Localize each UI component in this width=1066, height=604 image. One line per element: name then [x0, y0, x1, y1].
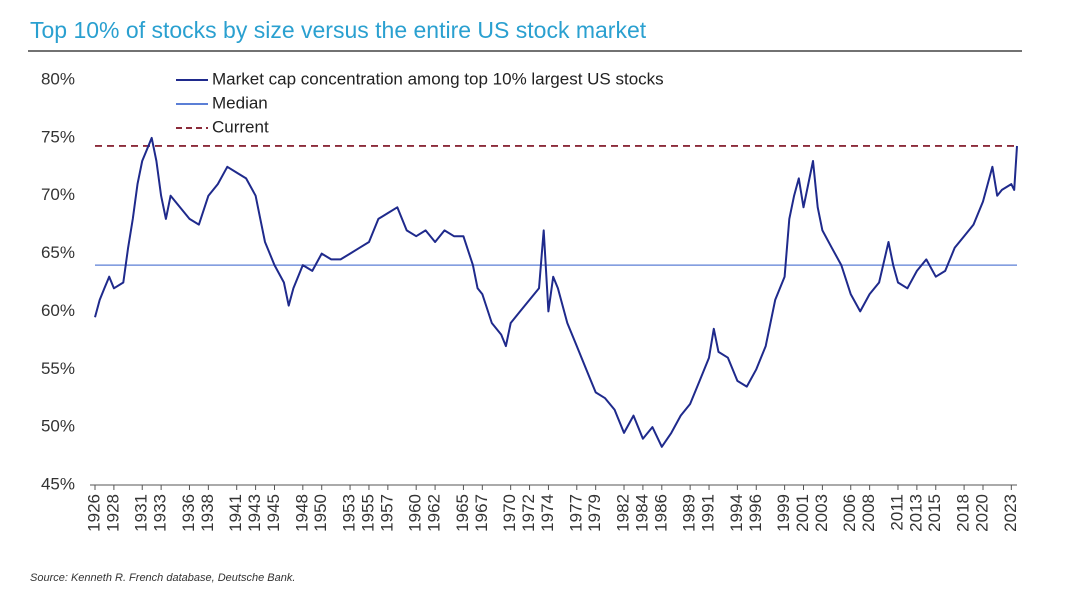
x-tick-label: 1962: [425, 494, 444, 532]
y-tick-label: 60%: [41, 301, 75, 320]
x-tick-label: 1989: [680, 494, 699, 532]
chart-title: Top 10% of stocks by size versus the ent…: [30, 17, 647, 43]
x-tick-label: 1957: [377, 494, 396, 532]
x-tick-label: 1950: [311, 494, 330, 532]
x-tick-label: 1936: [179, 494, 198, 532]
x-tick-label: 1994: [727, 494, 746, 532]
y-tick-label: 65%: [41, 243, 75, 262]
x-tick-label: 1996: [746, 494, 765, 532]
y-tick-label: 80%: [41, 69, 75, 88]
x-tick-label: 1979: [585, 494, 604, 532]
y-tick-label: 55%: [41, 359, 75, 378]
legend-label: Market cap concentration among top 10% l…: [212, 69, 664, 88]
x-tick-label: 1972: [519, 494, 538, 532]
x-tick-label: 2018: [954, 494, 973, 532]
x-tick-label: 1928: [103, 494, 122, 532]
x-tick-label: 1953: [340, 494, 359, 532]
x-tick-label: 2003: [812, 494, 831, 532]
x-tick-label: 1982: [614, 494, 633, 532]
source-note: Source: Kenneth R. French database, Deut…: [30, 572, 295, 584]
x-tick-label: 1945: [264, 494, 283, 532]
x-tick-label: 1941: [226, 494, 245, 532]
x-tick-label: 1970: [500, 494, 519, 532]
x-tick-label: 2008: [859, 494, 878, 532]
x-tick-label: 1926: [84, 494, 103, 532]
y-tick-label: 50%: [41, 417, 75, 436]
x-tick-label: 2011: [887, 494, 906, 531]
x-tick-label: 1965: [453, 494, 472, 532]
x-tick-label: 1933: [151, 494, 170, 532]
series-line: [94, 136, 1018, 448]
y-tick-label: 45%: [41, 474, 75, 493]
x-tick-label: 1967: [472, 494, 491, 532]
x-tick-label: 2001: [793, 494, 812, 532]
x-tick-label: 1960: [406, 494, 425, 532]
x-tick-label: 1955: [358, 494, 377, 532]
x-tick-label: 1999: [774, 494, 793, 532]
x-tick-label: 2013: [906, 494, 925, 532]
legend-label: Median: [212, 93, 268, 112]
x-tick-label: 2006: [840, 494, 859, 532]
x-tick-label: 1984: [632, 494, 651, 532]
x-tick-label: 2023: [1001, 494, 1020, 532]
x-tick-label: 1943: [245, 494, 264, 532]
y-tick-label: 75%: [41, 127, 75, 146]
x-tick-label: 1977: [566, 494, 585, 532]
x-tick-label: 1938: [198, 494, 217, 532]
x-tick-label: 1931: [132, 494, 151, 532]
x-tick-label: 2015: [925, 494, 944, 532]
x-tick-label: 1948: [292, 494, 311, 532]
y-tick-label: 70%: [41, 185, 75, 204]
x-tick-label: 1986: [651, 494, 670, 532]
legend-label: Current: [212, 117, 269, 136]
x-tick-label: 1974: [538, 494, 557, 532]
x-tick-label: 2020: [972, 494, 991, 532]
x-tick-label: 1991: [699, 494, 718, 532]
